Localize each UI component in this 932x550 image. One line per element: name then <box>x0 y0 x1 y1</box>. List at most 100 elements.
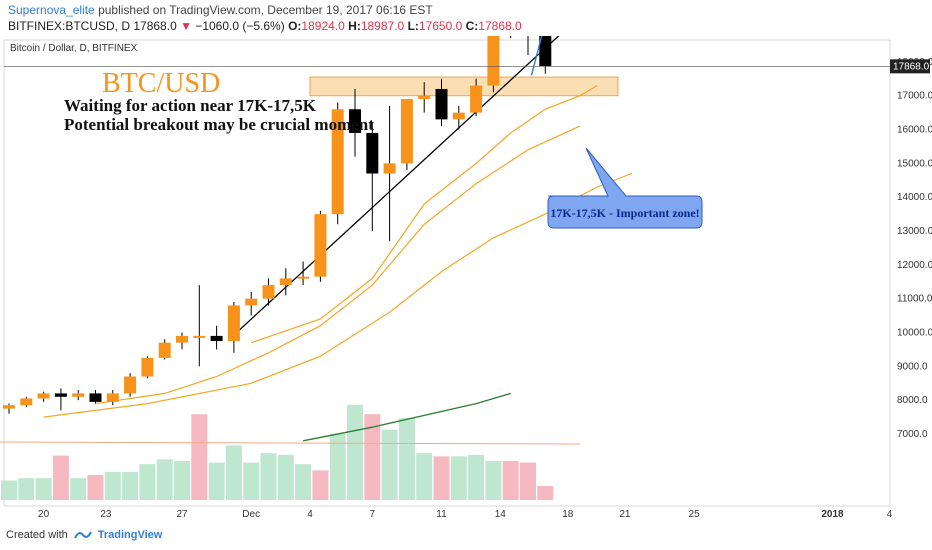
y-tick-label: 16000.0 <box>897 125 932 136</box>
x-tick-label: 23 <box>100 509 112 520</box>
open-value: 18924.0 <box>301 19 345 33</box>
ma-fast-line <box>251 85 598 344</box>
volume-bar <box>416 453 433 500</box>
annotation-line2: Potential breakout may be crucial moment <box>64 115 374 134</box>
close-label: C: <box>465 19 479 33</box>
volume-bar <box>122 471 139 500</box>
candle-body <box>245 298 258 306</box>
tradingview-brand[interactable]: TradingView <box>97 529 163 541</box>
candle-body <box>470 85 483 113</box>
volume-bar <box>312 470 329 500</box>
candle-body <box>262 285 275 299</box>
candle-body <box>158 342 171 358</box>
candle-body <box>366 132 379 174</box>
volume-bar <box>191 414 208 500</box>
candle-body <box>210 335 223 341</box>
volume-bar <box>364 414 381 500</box>
symbol-label: BITFINEX:BTCUSD, D <box>8 19 131 33</box>
publish-line: Supernova_elite published on TradingView… <box>8 3 433 17</box>
breakout-arrow <box>530 36 543 76</box>
y-tick-label: 13000.0 <box>897 226 932 237</box>
x-tick-label: 27 <box>176 509 188 520</box>
last-price: 17868.0 <box>133 19 177 33</box>
last-price-tag <box>890 59 930 74</box>
y-tick-label: 14000.0 <box>897 192 932 203</box>
volume-bar <box>398 418 415 500</box>
volume-bar <box>520 462 536 500</box>
x-tick-label: 18 <box>562 509 574 520</box>
candle-body <box>54 393 67 397</box>
volume-bar <box>18 478 35 500</box>
price-chart[interactable]: 7000.0 8000.0 9000.0 10000.0 11000.0 12000.0 1… <box>0 36 932 520</box>
volume-bar <box>295 464 312 500</box>
volume-ma-line <box>302 392 511 442</box>
x-tick-label: Dec <box>242 509 260 520</box>
candle-body <box>141 357 154 377</box>
candle-body <box>227 305 240 341</box>
volume-bar <box>156 459 173 500</box>
candle-body <box>176 335 188 343</box>
x-tick-label: 4 <box>887 509 893 520</box>
plot-area: 7000.0 8000.0 9000.0 10000.0 11000.0 12000.0 1… <box>0 36 932 520</box>
ma-mid-line <box>95 125 581 405</box>
pair-annotation: BTC/USD <box>102 68 220 99</box>
support-zone <box>309 76 619 97</box>
x-axis: 20 23 27 Dec 4 7 11 14 18 21 25 2018 4 <box>4 505 893 520</box>
volume-bar <box>468 454 485 500</box>
candles <box>3 36 552 414</box>
y-axis: 7000.0 8000.0 9000.0 10000.0 11000.0 12000.0 1… <box>890 57 932 440</box>
volume-bar <box>139 464 156 500</box>
volume-bar <box>225 445 242 500</box>
volume-bar <box>485 461 502 500</box>
volume-bar <box>174 461 190 500</box>
high-label: H: <box>348 19 361 33</box>
created-with-label: Created with <box>6 529 68 541</box>
chart-title: Bitcoin / Dollar, D, BITFINEX <box>10 43 138 54</box>
change-value: −1060.0 (−5.6%) <box>195 19 285 33</box>
candle-body <box>349 109 361 133</box>
candle-body <box>297 276 310 279</box>
volume-bar <box>260 453 277 500</box>
annotation-line1: Waiting for action near 17K-17,5K <box>64 96 317 115</box>
chart-background <box>0 36 932 520</box>
candle-body <box>539 36 552 67</box>
volume-bar <box>52 455 69 500</box>
volume-bar <box>502 461 519 500</box>
x-tick-label: 2018 <box>821 509 844 520</box>
x-tick-label: 25 <box>689 509 701 520</box>
candle-body <box>331 109 344 215</box>
candle-body <box>487 36 500 86</box>
candle-body <box>89 393 102 402</box>
candle-body <box>383 163 396 174</box>
candle-body <box>418 95 431 100</box>
callout-bubble <box>547 147 703 229</box>
volume-bar <box>381 429 398 500</box>
close-value: 17868.0 <box>478 19 522 33</box>
y-tick-label: 7000.0 <box>897 429 928 440</box>
x-tick-label: 20 <box>38 509 50 520</box>
volume-bar <box>35 478 52 500</box>
author-link[interactable]: Supernova_elite <box>8 3 95 17</box>
volume-bar <box>208 462 225 500</box>
x-tick-label: 4 <box>307 509 313 520</box>
candle-body <box>106 393 119 402</box>
candle-body <box>124 376 137 394</box>
important-zone-callout: 17K-17,5K - Important zone! <box>547 147 703 229</box>
candle-body <box>3 405 15 409</box>
x-tick-label: 7 <box>370 509 376 520</box>
volume-bar <box>277 454 294 500</box>
high-value: 18987.0 <box>360 19 405 33</box>
y-tick-label: 9000.0 <box>897 361 928 372</box>
volume-bar <box>243 462 260 500</box>
y-tick-label: 12000.0 <box>897 260 932 271</box>
candle-body <box>279 278 292 286</box>
volume-bar <box>537 485 554 500</box>
last-price-tag-label: 17868.0 <box>893 61 930 72</box>
low-label: L: <box>407 19 419 33</box>
y-tick-label: 17000.0 <box>897 91 932 102</box>
candle-body <box>452 112 465 120</box>
y-tick-label: 8000.0 <box>897 395 928 406</box>
candle-body <box>37 393 50 399</box>
ohlc-line: BITFINEX:BTCUSD, D 17868.0 ▼ −1060.0 (−5… <box>8 19 522 33</box>
open-label: O: <box>288 19 302 33</box>
